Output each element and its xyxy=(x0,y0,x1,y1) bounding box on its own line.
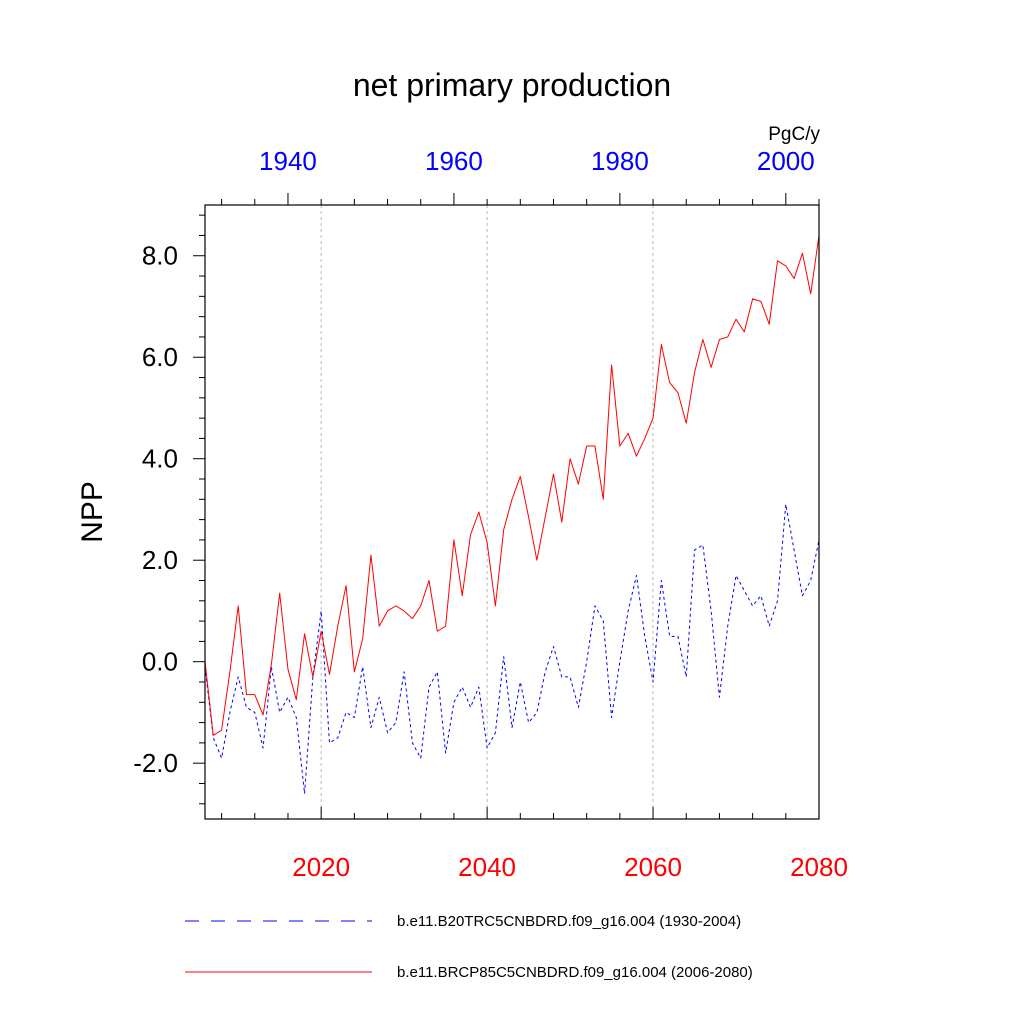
y-tick-label-3: 4.0 xyxy=(142,444,178,474)
bottom-tick-label-2020: 2020 xyxy=(292,852,350,882)
y-tick-label-0: -2.0 xyxy=(133,748,178,778)
y-tick-label-5: 8.0 xyxy=(142,241,178,271)
vertical-gridlines xyxy=(320,205,654,819)
series-line-0 xyxy=(204,503,820,795)
bottom-tick-label-2060: 2060 xyxy=(624,852,682,882)
chart-title: net primary production xyxy=(353,67,671,103)
bottom-tick-label-2080: 2080 xyxy=(790,852,848,882)
y-tick-label-1: 0.0 xyxy=(142,647,178,677)
y-axis-label: NPP xyxy=(76,481,109,543)
top-tick-label-1960: 1960 xyxy=(425,146,483,176)
bottom-tick-label-2040: 2040 xyxy=(458,852,516,882)
y-tick-label-2: 2.0 xyxy=(142,545,178,575)
series-line-1 xyxy=(204,235,820,736)
units-label: PgC/y xyxy=(768,124,820,145)
top-tick-label-1940: 1940 xyxy=(259,146,317,176)
axis-ticks xyxy=(193,193,820,819)
top-tick-label-1980: 1980 xyxy=(591,146,649,176)
tick-labels: 2020 2040 2060 2080 1940 1960 1980 2000 -2.0 0.0 2… xyxy=(133,146,848,882)
legend-label-rcp85: b.e11.BRCP85C5CNBDRD.f09_g16.004 (2006-2… xyxy=(397,964,753,981)
top-tick-label-2000: 2000 xyxy=(757,146,815,176)
legend-label-historical: b.e11.B20TRC5CNBDRD.f09_g16.004 (1930-20… xyxy=(397,913,741,930)
y-tick-label-4: 6.0 xyxy=(142,342,178,372)
legend: b.e11.B20TRC5CNBDRD.f09_g16.004 (1930-20… xyxy=(185,913,753,981)
series-layer xyxy=(204,235,820,795)
plot-frame xyxy=(204,204,820,820)
